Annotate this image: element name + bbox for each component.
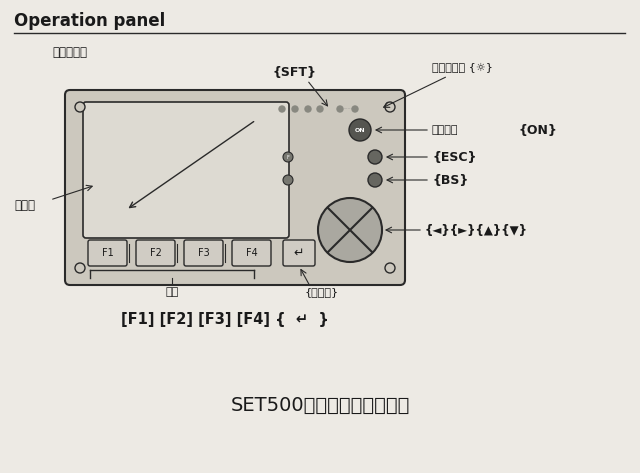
Text: {SFT}: {SFT} <box>273 65 317 79</box>
Text: F: F <box>287 155 289 159</box>
Text: F4: F4 <box>246 248 257 258</box>
Text: --------: -------- <box>344 106 356 110</box>
Circle shape <box>368 173 382 187</box>
Text: [F1] [F2] [F3] [F4] {  ↵  }: [F1] [F2] [F3] [F4] { ↵ } <box>121 312 329 327</box>
Text: ↵: ↵ <box>294 246 304 260</box>
Text: 基本操作键: 基本操作键 <box>52 45 87 59</box>
FancyBboxPatch shape <box>88 240 127 266</box>
Circle shape <box>349 119 371 141</box>
Text: 照明控制键 {☼}: 照明控制键 {☼} <box>432 63 493 73</box>
Circle shape <box>318 198 382 262</box>
Circle shape <box>368 150 382 164</box>
FancyBboxPatch shape <box>283 240 315 266</box>
Circle shape <box>352 106 358 112</box>
Text: Operation panel: Operation panel <box>14 12 165 30</box>
Text: {◄}{►}{▲}{▼}: {◄}{►}{▲}{▼} <box>425 224 528 236</box>
FancyBboxPatch shape <box>65 90 405 285</box>
Text: {BS}: {BS} <box>432 174 468 186</box>
Circle shape <box>385 102 395 112</box>
Text: F1: F1 <box>102 248 113 258</box>
Text: 显示屏: 显示屏 <box>14 199 35 211</box>
FancyBboxPatch shape <box>232 240 271 266</box>
Text: {ON}: {ON} <box>518 123 557 137</box>
FancyBboxPatch shape <box>136 240 175 266</box>
Text: 电源开关: 电源开关 <box>432 125 458 135</box>
Text: F2: F2 <box>150 248 161 258</box>
Text: 软键: 软键 <box>165 287 179 297</box>
Circle shape <box>75 102 85 112</box>
Circle shape <box>283 175 293 185</box>
Circle shape <box>317 106 323 112</box>
FancyBboxPatch shape <box>184 240 223 266</box>
Circle shape <box>305 106 311 112</box>
Text: {功能键}: {功能键} <box>305 287 339 297</box>
FancyBboxPatch shape <box>83 102 289 238</box>
Text: F3: F3 <box>198 248 209 258</box>
Circle shape <box>385 263 395 273</box>
Circle shape <box>283 152 293 162</box>
Circle shape <box>292 106 298 112</box>
Circle shape <box>279 106 285 112</box>
Text: ON: ON <box>355 128 365 132</box>
Text: {ESC}: {ESC} <box>432 150 477 164</box>
Circle shape <box>75 263 85 273</box>
Text: SET500全站仪数据采集键盘: SET500全站仪数据采集键盘 <box>230 395 410 414</box>
Circle shape <box>337 106 343 112</box>
